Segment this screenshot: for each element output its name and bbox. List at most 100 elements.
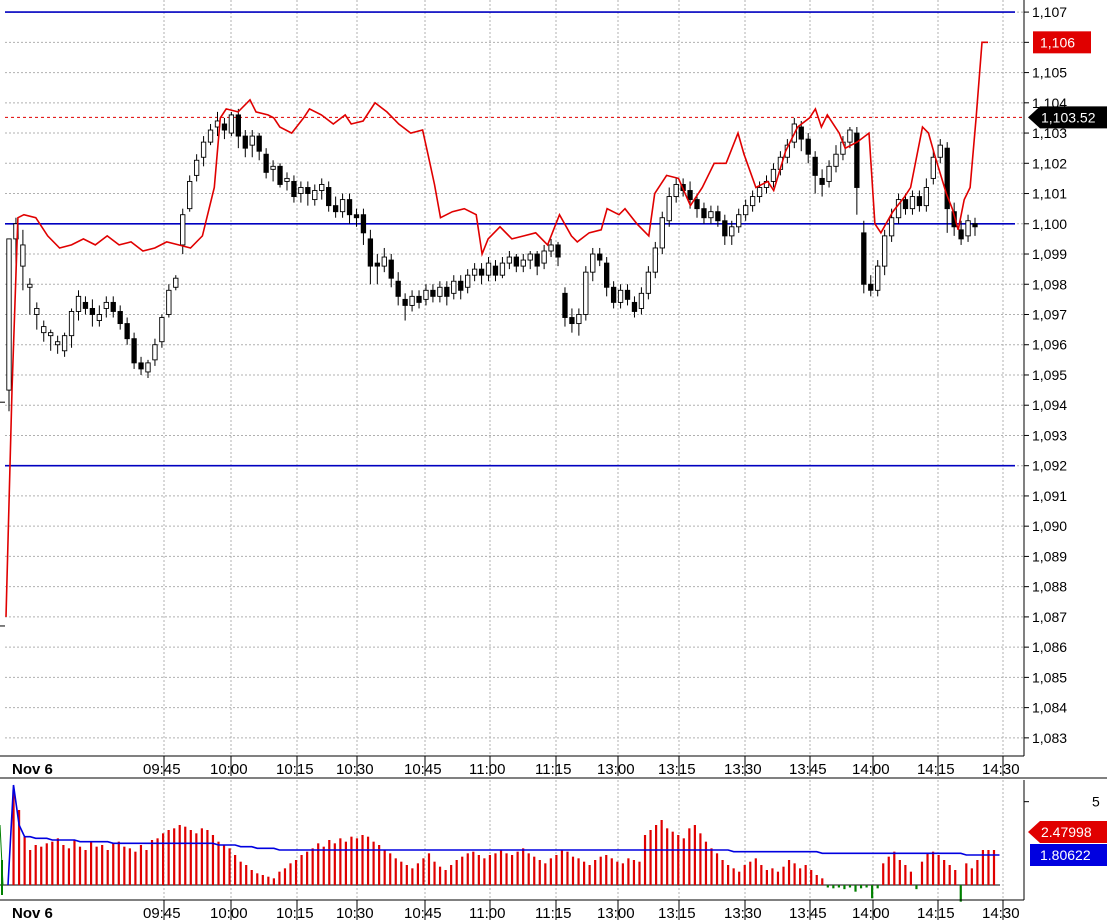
candle-body — [68, 311, 75, 337]
candle-body — [444, 286, 450, 297]
last-price-tag-text: 1,106 — [1040, 34, 1075, 50]
candle-body — [736, 214, 742, 228]
vol-y-tick-label: 5 — [1092, 794, 1100, 810]
vol-x-tick-label: 13:00 — [597, 905, 635, 922]
x-tick-label: 09:45 — [143, 761, 181, 778]
y-tick-label: 1,088 — [1032, 579, 1067, 595]
vol-x-tick-label: 14:00 — [852, 905, 890, 922]
candle-body — [756, 187, 763, 198]
y-tick-label: 1,098 — [1032, 276, 1067, 292]
candle-body — [430, 289, 436, 297]
candle-body — [54, 341, 61, 346]
y-tick-label: 1,093 — [1032, 427, 1067, 443]
volume-lower-tag-bg — [1030, 844, 1107, 866]
candle-body — [478, 268, 485, 276]
candle-body — [284, 177, 290, 182]
candle-body — [590, 253, 596, 273]
candle-body — [228, 114, 235, 134]
candle-body — [659, 217, 665, 249]
horizontal-levels — [5, 11, 1022, 467]
y-tick-label: 1,099 — [1032, 246, 1067, 262]
last-price-tag-bg — [1033, 31, 1091, 54]
candle-body — [89, 307, 96, 315]
axis-labels: 1,083 1,084 1,085 1,086 1,087 1,088 1,089 1,090… — [12, 4, 1107, 922]
candle-body — [381, 256, 387, 267]
date-label: Nov 6 — [12, 761, 53, 778]
candle-body — [339, 199, 346, 213]
candle-body — [458, 280, 464, 291]
reference-price-tag: 1,103.52 — [1028, 106, 1107, 129]
candle-body — [520, 259, 526, 267]
candle-body — [861, 232, 867, 285]
x-tick-label: 14:30 — [982, 761, 1020, 778]
y-tick-label: 1,101 — [1032, 186, 1067, 202]
candle-body — [374, 262, 380, 267]
candle-body — [972, 223, 978, 228]
candle-body — [722, 220, 728, 237]
candle-body — [326, 187, 332, 207]
candle-body — [888, 217, 895, 237]
candle-body — [743, 205, 749, 216]
y-tick-label: 1,096 — [1032, 337, 1067, 353]
candle-body — [173, 277, 179, 288]
candle-body — [715, 211, 721, 222]
candle-body — [576, 314, 582, 325]
vol-x-tick-label: 13:45 — [789, 905, 827, 922]
candle-body — [729, 226, 735, 237]
candle-body — [701, 208, 707, 219]
candle-body — [20, 244, 26, 267]
candle-body — [673, 184, 679, 198]
vol-x-tick-label: 11:15 — [535, 905, 571, 922]
vol-x-tick-label: 09:45 — [143, 905, 181, 922]
candle-body — [75, 295, 82, 312]
candle-body — [610, 286, 617, 303]
candle-body — [27, 283, 33, 288]
vol-x-tick-label: 13:15 — [658, 905, 696, 922]
candle-body — [826, 165, 832, 182]
candle-body — [200, 141, 207, 158]
volume-lower-tag-text: 1.80622 — [1040, 847, 1091, 863]
candle-body — [485, 262, 492, 276]
candle-body — [388, 259, 394, 279]
y-tick-label: 1,094 — [1032, 397, 1067, 413]
candle-body — [868, 283, 874, 291]
candle-body — [298, 187, 304, 194]
candle-body — [930, 156, 936, 179]
y-tick-label: 1,107 — [1032, 4, 1067, 20]
candle-body — [193, 159, 200, 176]
candle-body — [812, 156, 818, 176]
candle-body — [562, 292, 568, 318]
y-tick-label: 1,103 — [1032, 125, 1067, 141]
candle-body — [367, 238, 374, 267]
x-tick-label: 11:15 — [535, 761, 571, 778]
x-tick-label: 13:00 — [597, 761, 635, 778]
candle-body — [110, 301, 116, 312]
candle-body — [499, 262, 506, 276]
candle-body — [305, 187, 311, 194]
candle-body — [416, 295, 422, 303]
y-tick-label: 1,090 — [1032, 518, 1067, 534]
candle-body — [583, 271, 589, 315]
vol-x-tick-label: 11:00 — [469, 905, 505, 922]
candle-body — [180, 214, 186, 246]
candle-body — [534, 253, 540, 267]
volume-upper-tag: 2.47998 — [1028, 821, 1107, 843]
candle-body — [221, 123, 228, 131]
candle-body — [103, 301, 109, 309]
y-tick-label: 1,083 — [1032, 730, 1067, 746]
y-tick-label: 1,089 — [1032, 548, 1067, 564]
candle-body — [958, 229, 964, 240]
candle-body — [770, 168, 777, 182]
candle-body — [944, 147, 950, 210]
candle-body — [666, 196, 672, 222]
candle-body — [96, 314, 102, 321]
vol-x-tick-label: 13:30 — [724, 905, 762, 922]
vol-x-tick-label: 10:00 — [210, 905, 248, 922]
candle-body — [708, 211, 714, 219]
y-tick-label: 1,100 — [1032, 216, 1067, 232]
candle-body — [138, 362, 144, 370]
volume-upper-tag-bg — [1028, 821, 1107, 843]
vol-x-tick-label: 14:15 — [917, 905, 955, 922]
